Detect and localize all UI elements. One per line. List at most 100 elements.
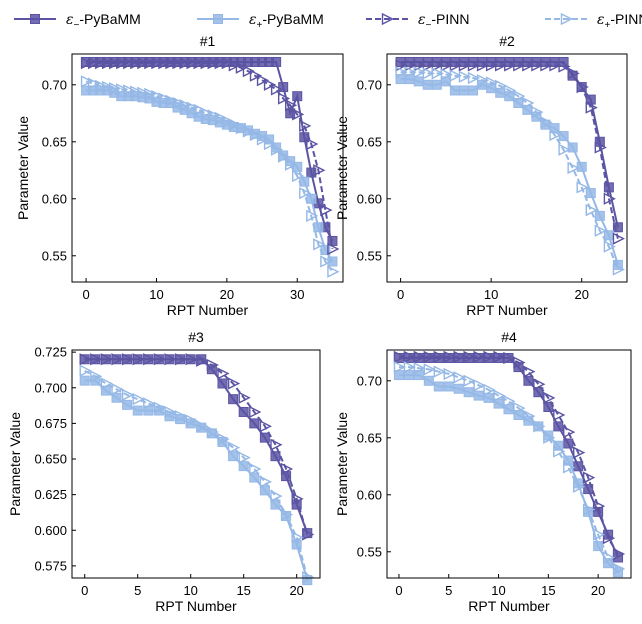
- data-point: [573, 446, 586, 459]
- data-point: [483, 350, 496, 363]
- panel-title: #3: [188, 329, 204, 345]
- data-point: [573, 461, 584, 472]
- x-tick-label: 10: [149, 287, 163, 302]
- data-point: [80, 75, 94, 88]
- y-tick-label: 0.55: [357, 248, 382, 263]
- data-point: [278, 82, 289, 93]
- legend-marker: [213, 14, 223, 24]
- subplot-4: #4 0 5 10 15 20 0.55 0.60 0.65 0.70 RPT Number Para…: [334, 329, 632, 614]
- data-point: [503, 395, 516, 408]
- data-point: [80, 56, 94, 70]
- data-point: [404, 59, 417, 72]
- data-point: [193, 56, 206, 70]
- data-point: [259, 432, 270, 443]
- data-point: [422, 59, 435, 72]
- data-point: [440, 68, 453, 81]
- data-point: [431, 79, 442, 90]
- data-point: [463, 387, 474, 398]
- data-point: [423, 350, 436, 363]
- series-3: [393, 350, 626, 561]
- data-point: [200, 107, 213, 120]
- data-point: [603, 182, 614, 193]
- data-point: [249, 405, 262, 419]
- data-point: [403, 360, 416, 374]
- series-4: [80, 75, 340, 278]
- data-point: [130, 85, 143, 98]
- series-4: [79, 364, 315, 584]
- data-point: [533, 420, 546, 433]
- y-tick-label: 0.55: [357, 544, 382, 559]
- data-point: [242, 64, 256, 78]
- data-point: [196, 354, 209, 367]
- plot-frame: [71, 53, 344, 283]
- series-3: [80, 56, 340, 256]
- data-point: [413, 59, 426, 72]
- data-point: [458, 59, 472, 72]
- data-point: [449, 59, 462, 72]
- data-point: [228, 118, 241, 131]
- data-point: [395, 66, 408, 79]
- panel-title: #4: [501, 329, 517, 345]
- series-2: [79, 375, 313, 586]
- plot-frame: [71, 349, 321, 579]
- data-point: [111, 392, 122, 403]
- data-point: [259, 475, 272, 488]
- data-point: [313, 238, 326, 251]
- data-point: [143, 353, 156, 366]
- data-point: [238, 406, 249, 417]
- data-point: [422, 79, 433, 90]
- data-point: [90, 353, 103, 366]
- data-point: [393, 350, 407, 363]
- data-point: [144, 87, 157, 101]
- x-tick-label: 20: [574, 287, 588, 302]
- data-point: [585, 101, 598, 114]
- data-point: [523, 365, 536, 378]
- data-point: [413, 66, 426, 79]
- data-point: [549, 128, 562, 142]
- y-axis-label: Parameter Value: [334, 412, 350, 516]
- data-point: [132, 405, 143, 416]
- data-point: [270, 489, 283, 503]
- x-tick-label: 30: [290, 287, 304, 302]
- data-point: [485, 59, 499, 72]
- data-point: [458, 85, 469, 96]
- data-point: [263, 137, 277, 151]
- data-point: [249, 418, 260, 429]
- y-tick-label: 0.725: [34, 345, 67, 360]
- series-3: [395, 59, 626, 245]
- data-point: [101, 80, 115, 94]
- data-point: [476, 74, 490, 87]
- data-point: [504, 59, 517, 72]
- data-point: [185, 353, 198, 366]
- data-point: [164, 405, 177, 419]
- data-point: [179, 56, 192, 70]
- series-line: [400, 78, 619, 266]
- data-point: [185, 414, 198, 427]
- data-point: [172, 56, 185, 70]
- series-4: [393, 360, 626, 576]
- data-point: [238, 461, 249, 472]
- data-point: [493, 350, 506, 363]
- data-point: [132, 393, 145, 406]
- data-point: [130, 56, 143, 70]
- data-point: [540, 116, 553, 129]
- data-point: [503, 351, 516, 365]
- data-point: [151, 90, 164, 103]
- y-tick-label: 0.700: [34, 380, 67, 395]
- data-point: [292, 108, 305, 121]
- data-point: [483, 383, 496, 397]
- data-point: [540, 59, 553, 72]
- series-4: [395, 66, 626, 276]
- data-point: [306, 193, 317, 204]
- data-point: [422, 67, 435, 80]
- subplot-1: #1 0 10 20 30 0.55 0.60 0.65 0.70 RPT Number Param…: [15, 33, 344, 318]
- data-point: [179, 99, 192, 112]
- data-point: [553, 408, 566, 422]
- data-point: [567, 161, 580, 175]
- y-tick-label: 0.625: [34, 487, 67, 502]
- data-point: [513, 356, 526, 369]
- y-tick-label: 0.575: [34, 558, 67, 573]
- data-point: [122, 399, 133, 410]
- data-point: [453, 371, 466, 384]
- y-axis-label: Parameter Value: [334, 116, 350, 220]
